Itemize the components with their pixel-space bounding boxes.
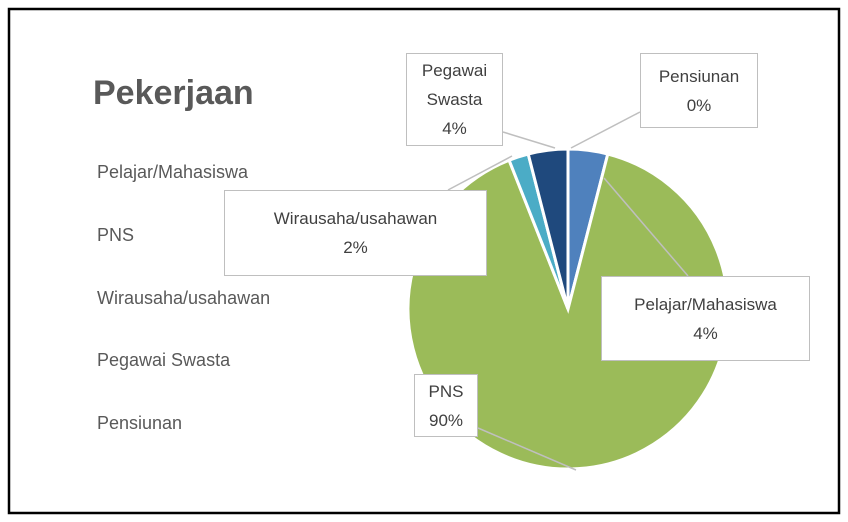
data-label-category: Pensiunan: [658, 66, 740, 86]
data-label-category: Wirausaha/usahawan: [273, 209, 438, 228]
leader-line: [603, 177, 689, 277]
legend-label: Pelajar/Mahasiswa: [97, 162, 249, 182]
leader-line: [447, 155, 513, 191]
data-label-category: Pelajar/Mahasiswa: [634, 294, 777, 314]
data-label-category: PNS: [428, 381, 464, 401]
legend-item: Pensiunan: [97, 413, 182, 434]
data-label: Pegawai Swasta 4%: [406, 53, 503, 146]
legend-item: PNS: [97, 225, 134, 246]
legend-label: Wirausaha/usahawan: [97, 287, 271, 308]
chart-title: Pekerjaan: [93, 74, 254, 112]
data-label-value: 90%: [428, 410, 464, 430]
leader-line: [502, 131, 556, 149]
leader-line: [570, 111, 641, 149]
frame: [7, 7, 841, 515]
data-label-value: 4%: [442, 119, 467, 138]
data-label-value: 0%: [686, 95, 712, 115]
legend-label: Pensiunan: [97, 413, 183, 434]
legend-label: PNS: [97, 224, 135, 245]
legend-item: Wirausaha/usahawan: [97, 288, 270, 309]
data-label: Pensiunan 0%: [640, 53, 758, 128]
legend-item: Pelajar/Mahasiswa: [97, 162, 248, 183]
data-label-value: 4%: [693, 323, 718, 343]
data-label: PNS 90%: [414, 374, 478, 437]
data-label-category: Pegawai Swasta: [421, 61, 488, 109]
leader-line: [477, 427, 577, 471]
legend-item: Pegawai Swasta: [97, 350, 230, 371]
legend-label: Pegawai Swasta: [97, 350, 231, 371]
data-label: Pelajar/Mahasiswa 4%: [601, 276, 810, 361]
data-label: Wirausaha/usahawan 2%: [224, 190, 487, 276]
data-label-value: 2%: [343, 238, 368, 257]
